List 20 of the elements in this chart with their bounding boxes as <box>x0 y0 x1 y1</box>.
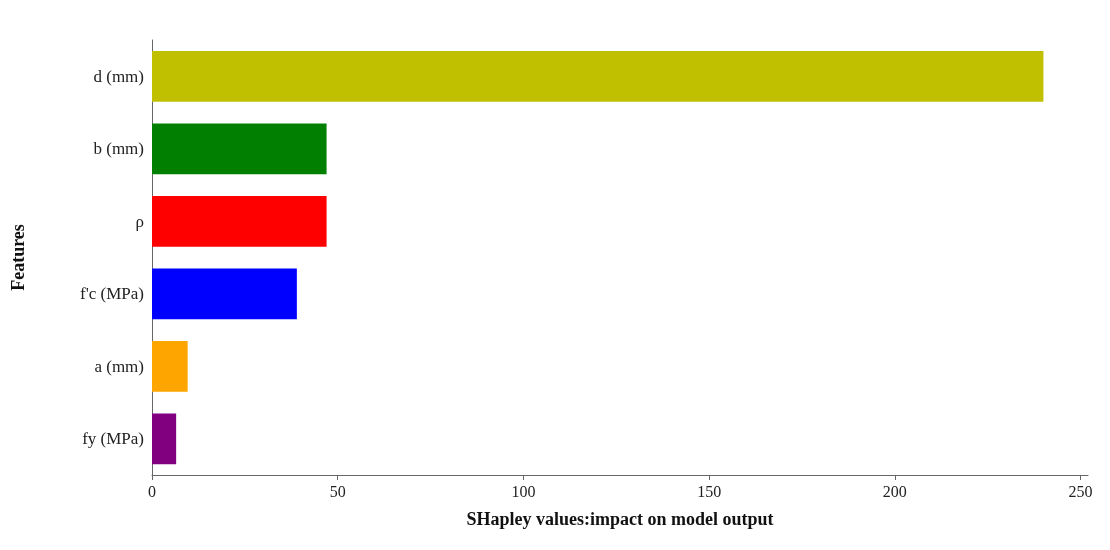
x-tick-label: 150 <box>697 482 722 500</box>
x-tick-label: 0 <box>148 482 156 500</box>
bar <box>152 413 177 465</box>
bar <box>152 340 188 392</box>
y-tick-label: d (mm) <box>93 66 144 86</box>
x-axis-title: SHapley values:impact on model output <box>466 509 774 529</box>
bar <box>152 123 327 175</box>
y-axis-title: Features <box>8 224 28 291</box>
y-tick-label: a (mm) <box>94 356 144 376</box>
x-tick-label: 250 <box>1068 482 1093 500</box>
bar <box>152 50 1044 102</box>
x-tick-label: 50 <box>329 482 346 500</box>
y-tick-label: fy (MPa) <box>82 429 144 449</box>
bar <box>152 195 327 247</box>
y-tick-label: ρ <box>135 211 144 231</box>
y-tick-label: f'c (MPa) <box>80 284 144 304</box>
x-tick-label: 200 <box>882 482 907 500</box>
x-tick-label: 100 <box>511 482 536 500</box>
bar <box>152 268 297 320</box>
y-tick-label: b (mm) <box>93 139 144 159</box>
